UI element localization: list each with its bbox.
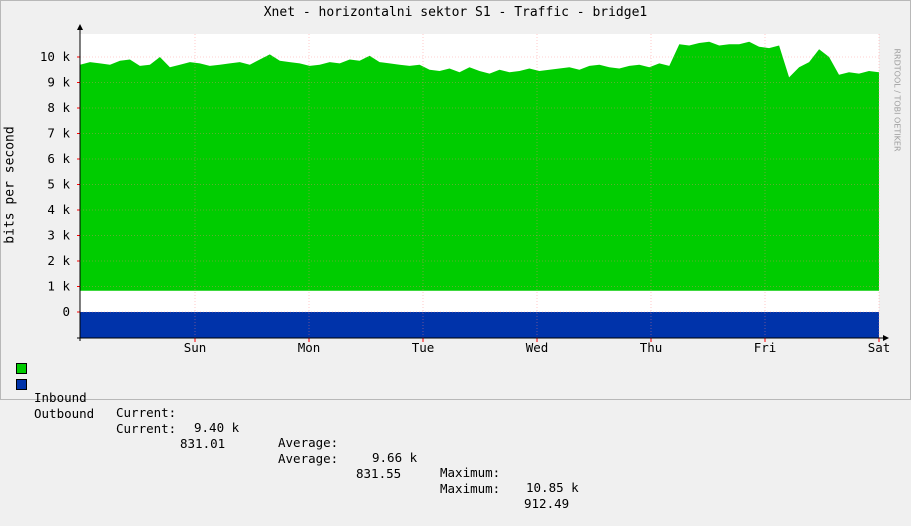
y-axis-arrow [77, 24, 83, 30]
legend-row-outbound: Outbound Current: 831.01 Average: 831.55… [16, 376, 569, 511]
y-tick-label: 1 k [47, 279, 70, 294]
traffic-chart: 0 1 k 2 k 3 k 4 k 5 k 6 k 7 k 8 k 9 k 10 k Sun Mon Tu… [40, 24, 891, 355]
y-tick-label: 3 k [47, 228, 70, 243]
inbound-maximum-value: 10.85 k [526, 480, 579, 495]
legend-average-label: Average: [278, 435, 339, 450]
x-tick-label: Mon [298, 340, 321, 355]
outbound-maximum-value: 912.49 [524, 496, 570, 511]
outbound-average-value: 831.55 [356, 466, 402, 481]
outbound-current-value: 831.01 [180, 436, 226, 451]
y-tick-label: 5 k [47, 177, 70, 192]
legend-current-label: Current: [116, 421, 177, 436]
y-tick-label: 4 k [47, 202, 70, 217]
y-tick-label: 0 [62, 304, 70, 319]
legend-maximum-label: Maximum: [440, 465, 501, 480]
legend-name-outbound: Outbound [34, 406, 95, 421]
x-tick-label: Sat [868, 340, 891, 355]
inbound-current-value: 9.40 k [194, 420, 240, 435]
outbound-area [80, 312, 879, 338]
y-tick-label: 10 k [40, 49, 71, 64]
x-tick-label: Thu [640, 340, 663, 355]
x-axis-arrow [883, 335, 889, 341]
legend-maximum-label: Maximum: [440, 481, 501, 496]
x-tick-label: Fri [754, 340, 777, 355]
y-tick-label: 7 k [47, 126, 70, 141]
chart-title: Xnet - horizontalni sektor S1 - Traffic … [263, 5, 648, 20]
outbound-swatch [16, 379, 27, 390]
legend-current-label: Current: [116, 405, 177, 420]
legend-average-label: Average: [278, 451, 339, 466]
legend: Inbound Current: 9.40 k Average: 9.66 k … [0, 360, 579, 511]
x-tick-label: Wed [526, 340, 549, 355]
legend-row-inbound: Inbound Current: 9.40 k Average: 9.66 k … [16, 360, 579, 495]
inbound-average-value: 9.66 k [372, 450, 418, 465]
y-tick-label: 9 k [47, 75, 70, 90]
y-tick-label: 2 k [47, 253, 70, 268]
x-tick-label: Sun [184, 340, 207, 355]
y-tick-label: 6 k [47, 151, 70, 166]
inbound-swatch [16, 363, 27, 374]
y-tick-label: 8 k [47, 100, 70, 115]
inbound-area [80, 41, 879, 291]
x-tick-label: Tue [412, 340, 435, 355]
